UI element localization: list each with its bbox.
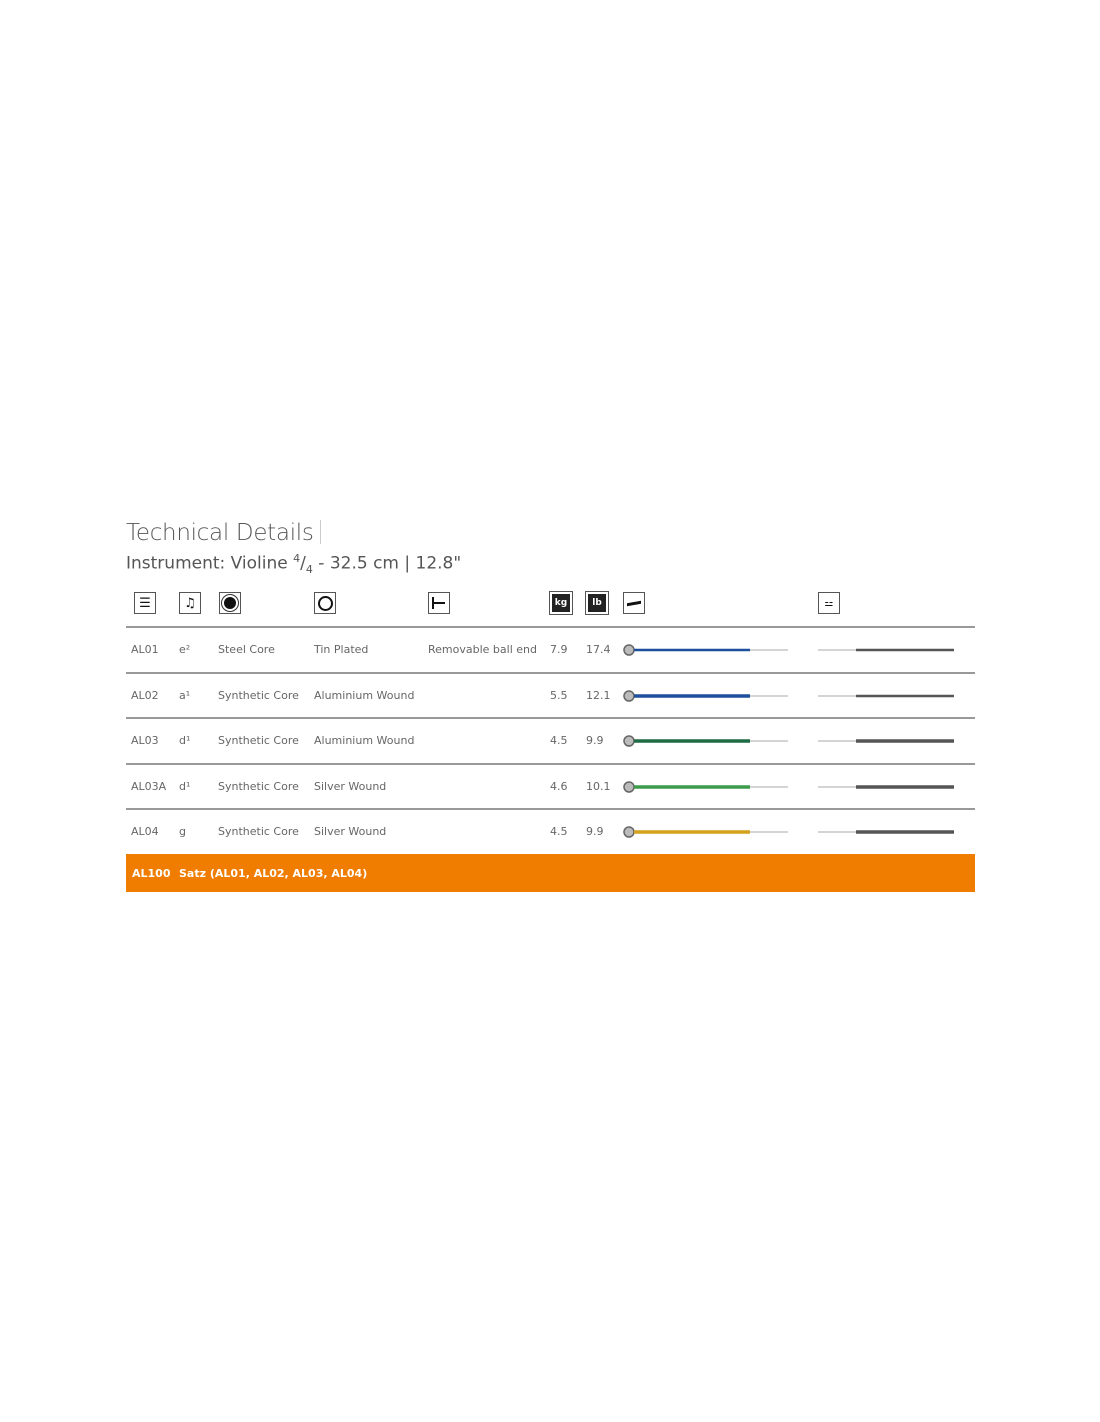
string-winding-image bbox=[818, 648, 954, 652]
tension-lb: 9.9 bbox=[586, 825, 604, 838]
string-note: d¹ bbox=[179, 734, 191, 747]
string-ball-end-image bbox=[623, 735, 788, 747]
string-id: AL01 bbox=[131, 643, 159, 656]
list-icon: ☰ bbox=[134, 592, 156, 614]
core-type: Synthetic Core bbox=[218, 825, 299, 838]
string-id: AL03 bbox=[131, 734, 159, 747]
core-type: Steel Core bbox=[218, 643, 275, 656]
string-winding-image bbox=[818, 784, 954, 789]
string-ball-end-icon bbox=[623, 592, 645, 614]
string-note: a¹ bbox=[179, 688, 191, 702]
winding-icon bbox=[314, 592, 336, 614]
subtitle-prefix: Instrument: Violine bbox=[126, 553, 294, 574]
string-id: AL04 bbox=[131, 825, 159, 838]
tension-kg: 4.6 bbox=[550, 779, 568, 793]
set-row: AL100 Satz (AL01, AL02, AL03, AL04) bbox=[126, 854, 975, 892]
winding-type: Silver Wound bbox=[314, 825, 387, 838]
core-type: Synthetic Core bbox=[218, 688, 299, 702]
tension-kg: 5.5 bbox=[550, 688, 568, 702]
string-winding-image bbox=[818, 694, 954, 697]
tension-kg: 7.9 bbox=[550, 643, 568, 656]
winding-type: Tin Plated bbox=[314, 643, 369, 656]
set-id: AL100 bbox=[132, 867, 171, 880]
ball-end-icon bbox=[428, 592, 450, 614]
fraction-separator: / bbox=[300, 553, 306, 574]
string-note: d¹ bbox=[179, 779, 191, 793]
string-winding-image bbox=[818, 739, 954, 743]
winding-type: Aluminium Wound bbox=[314, 688, 415, 702]
string-ball-end-image bbox=[623, 780, 788, 793]
tension-kg: 4.5 bbox=[550, 734, 568, 747]
table-top-border bbox=[126, 626, 975, 627]
string-ball-end-image bbox=[623, 689, 788, 702]
lb-weight-icon: lb bbox=[585, 591, 609, 615]
string-ball-end-image bbox=[623, 644, 788, 656]
violin-string-icon: ⚍ bbox=[818, 592, 840, 614]
fraction-denominator: 4 bbox=[305, 563, 313, 577]
string-id: AL03A bbox=[131, 779, 167, 793]
section-title: Technical Details bbox=[126, 520, 321, 546]
winding-type: Silver Wound bbox=[314, 779, 387, 793]
string-id: AL02 bbox=[131, 688, 159, 702]
string-ball-end-image bbox=[623, 826, 788, 838]
table-row: AL03 d¹ Synthetic Core Aluminium Wound 4.5 9.… bbox=[126, 717, 975, 764]
kg-weight-icon: kg bbox=[549, 591, 573, 615]
tension-kg: 4.5 bbox=[550, 825, 568, 838]
table-row: AL03A d¹ Synthetic Core Silver Wound 4.6 10.1 bbox=[126, 762, 975, 810]
core-icon bbox=[219, 592, 241, 614]
table-row: AL04 g Synthetic Core Silver Wound 4.5 9.9 bbox=[126, 808, 975, 855]
subtitle-suffix: - 32.5 cm | 12.8" bbox=[312, 553, 462, 574]
tension-lb: 12.1 bbox=[586, 688, 611, 702]
set-label: Satz (AL01, AL02, AL03, AL04) bbox=[179, 867, 368, 880]
tension-lb: 9.9 bbox=[586, 734, 604, 747]
end-type: Removable ball end bbox=[428, 643, 537, 656]
core-type: Synthetic Core bbox=[218, 734, 299, 747]
string-winding-image bbox=[818, 830, 954, 834]
tension-lb: 10.1 bbox=[586, 779, 611, 793]
fraction-numerator: 4 bbox=[293, 552, 301, 565]
string-note: g bbox=[179, 825, 186, 838]
winding-type: Aluminium Wound bbox=[314, 734, 415, 747]
instrument-subtitle: Instrument: Violine 4/4 - 32.5 cm | 12.8… bbox=[126, 552, 461, 576]
table-row: AL02 a¹ Synthetic Core Aluminium Wound 5.5 12… bbox=[126, 671, 975, 719]
music-note-icon: ♫ bbox=[179, 592, 201, 614]
core-type: Synthetic Core bbox=[218, 779, 299, 793]
string-note: e² bbox=[179, 643, 191, 656]
table-row: AL01 e² Steel Core Tin Plated Removable ball… bbox=[126, 626, 975, 673]
tension-lb: 17.4 bbox=[586, 643, 611, 656]
